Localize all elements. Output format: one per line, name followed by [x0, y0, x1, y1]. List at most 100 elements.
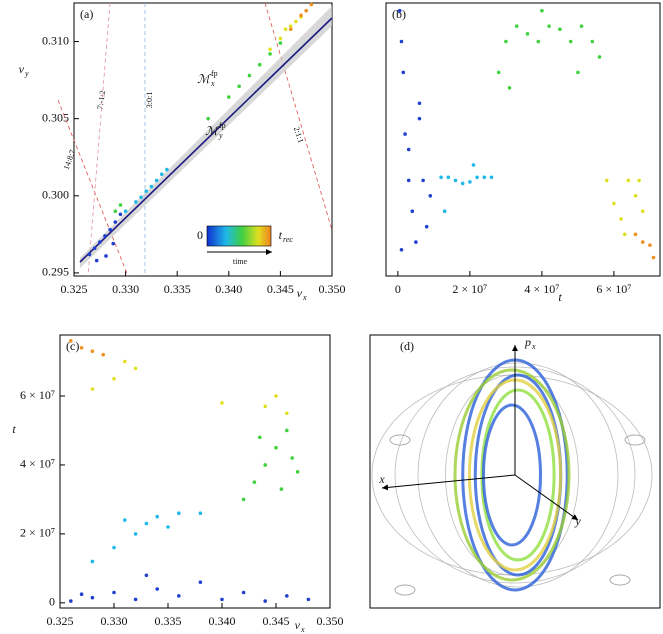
point — [290, 456, 295, 460]
point — [237, 84, 241, 89]
point — [514, 24, 519, 28]
point — [257, 62, 262, 67]
point — [112, 376, 116, 381]
point — [263, 463, 268, 467]
axis-label: y — [574, 514, 581, 528]
point — [482, 175, 487, 180]
orbit — [482, 403, 542, 547]
y-tick-label: 0.305 — [42, 110, 69, 124]
point — [525, 32, 530, 36]
panel-label: (b) — [392, 7, 406, 21]
point — [471, 163, 476, 167]
point — [278, 41, 283, 45]
point — [166, 525, 170, 529]
point — [446, 175, 451, 180]
x-axis-label: ν — [295, 618, 301, 632]
point — [177, 511, 181, 516]
point — [597, 55, 602, 59]
point — [198, 580, 203, 584]
x-tick-label: 0.325 — [47, 614, 74, 628]
plot-frame — [369, 334, 661, 609]
point — [288, 27, 293, 32]
x-tick-label: 0.335 — [155, 614, 182, 628]
point — [626, 178, 631, 183]
point — [123, 359, 127, 364]
x-axis-label: t — [558, 290, 562, 304]
x-axis-label: ν — [297, 286, 303, 300]
colorbar-start: 0 — [197, 228, 203, 242]
point — [112, 590, 116, 595]
colorbar — [206, 225, 272, 247]
resonance-line — [264, 2, 333, 231]
point — [399, 39, 404, 44]
axis-y — [514, 474, 579, 521]
point — [118, 212, 123, 217]
manifold-label: ℳ — [197, 72, 212, 86]
point — [133, 532, 138, 536]
point — [468, 180, 472, 184]
point — [133, 366, 138, 371]
x-tick-label: 2 × 10⁷ — [452, 282, 487, 296]
point — [651, 255, 656, 260]
x-tick-label: 0.350 — [319, 282, 346, 296]
resonance-line — [57, 99, 129, 277]
point — [496, 70, 501, 75]
point — [98, 240, 102, 244]
manifold-label-sup: fp — [211, 69, 218, 78]
point — [306, 597, 311, 602]
point — [619, 217, 623, 221]
point — [90, 387, 95, 391]
orbit — [453, 368, 571, 582]
point — [295, 470, 300, 474]
point — [220, 597, 224, 602]
point — [285, 594, 289, 598]
x-tick-label: 4 × 10⁷ — [524, 282, 559, 296]
point — [69, 599, 73, 603]
island — [394, 584, 416, 596]
x-tick-label: 0.345 — [267, 282, 294, 296]
point — [103, 234, 107, 238]
point — [399, 247, 404, 252]
y-tick-label: 0 — [49, 595, 55, 609]
manifold-label-sup: fp — [219, 121, 226, 130]
resonance-line — [87, 2, 111, 277]
point — [92, 246, 97, 251]
point — [558, 27, 562, 32]
y-tick-label: 0.295 — [42, 265, 69, 279]
point — [279, 487, 284, 491]
point — [159, 172, 164, 177]
point — [113, 220, 118, 224]
point — [139, 195, 143, 200]
resonance-label: 3:0:1 — [145, 92, 154, 108]
time-label: time — [233, 257, 248, 266]
island — [624, 434, 646, 446]
point — [417, 116, 422, 121]
x-tick-label: 0 — [395, 282, 401, 296]
y-tick-label: 0.310 — [42, 33, 69, 47]
point — [285, 411, 289, 416]
point — [414, 240, 418, 244]
point — [198, 511, 203, 516]
x-tick-label: 0.325 — [61, 282, 88, 296]
point — [576, 70, 580, 75]
point — [155, 514, 159, 519]
orbit — [417, 362, 619, 588]
point — [155, 587, 159, 591]
island — [609, 574, 631, 586]
point — [274, 445, 278, 450]
panel-label: (a) — [80, 7, 93, 21]
point — [579, 24, 584, 28]
point — [227, 95, 231, 99]
point — [206, 116, 210, 121]
y-tick-label: 6 × 10⁷ — [20, 388, 55, 402]
point — [90, 595, 95, 600]
x-axis-label-sub: x — [302, 293, 307, 302]
point — [507, 86, 512, 90]
manifold-label-sub: x — [210, 79, 215, 88]
point — [288, 24, 293, 28]
panel-label: (d) — [400, 339, 414, 353]
manifold-band — [80, 6, 332, 268]
point — [108, 227, 112, 232]
point — [604, 178, 609, 183]
